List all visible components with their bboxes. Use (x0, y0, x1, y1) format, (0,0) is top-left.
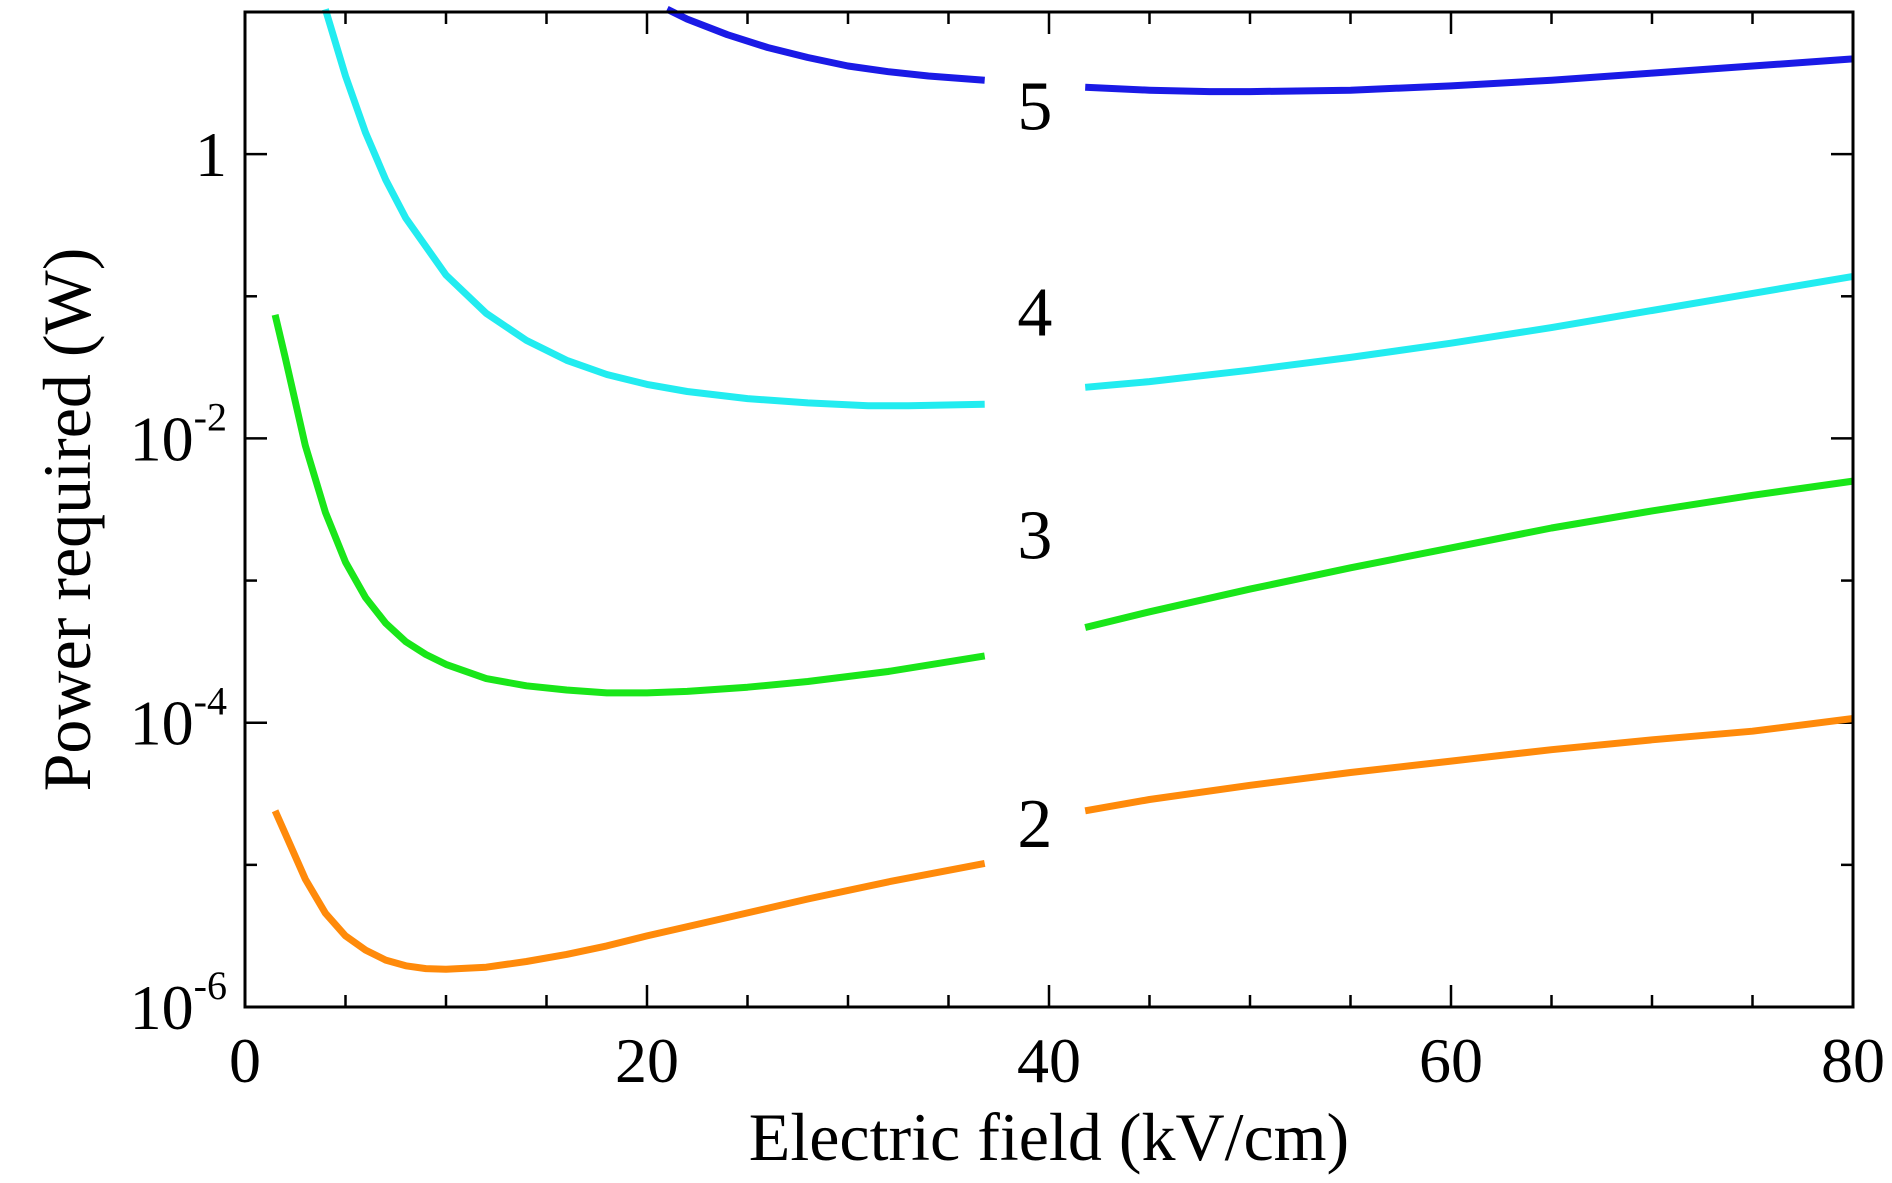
series-lines (271, 6, 1854, 973)
series-line-4-right (1084, 272, 1854, 391)
curve-label-5: 5 (1017, 68, 1052, 145)
x-tick-label: 0 (229, 1025, 261, 1096)
series-line-2-left (271, 809, 986, 973)
y-tick-label: 10-6 (130, 963, 227, 1043)
y-axis-title: Power required (W) (29, 248, 105, 792)
curve-label-4: 4 (1017, 275, 1052, 352)
y-tick-label: 10-4 (130, 679, 227, 759)
curve-label-2: 2 (1017, 786, 1052, 863)
curve-label-3: 3 (1017, 498, 1052, 575)
labels: 0 20 40 60 80 10-6 10-4 10-2 1 2 3 4 5 (130, 68, 1885, 1096)
series-line-2-right (1084, 715, 1854, 815)
y-tick-label: 1 (195, 119, 227, 190)
series-line-3-right (1084, 477, 1854, 631)
x-tick-label: 20 (615, 1025, 679, 1096)
series-line-5-left (665, 6, 985, 84)
series-line-4-left (322, 8, 985, 410)
x-tick-label: 60 (1419, 1025, 1483, 1096)
tick-marks (243, 12, 1855, 1009)
x-tick-label: 40 (1017, 1025, 1081, 1096)
plot-frame (243, 10, 1855, 1009)
x-tick-label: 80 (1821, 1025, 1885, 1096)
y-tick-label: 10-2 (130, 394, 227, 474)
x-axis-title: Electric field (kV/cm) (749, 1099, 1349, 1175)
series-line-3-left (271, 313, 986, 697)
series-line-5-right (1085, 55, 1854, 96)
